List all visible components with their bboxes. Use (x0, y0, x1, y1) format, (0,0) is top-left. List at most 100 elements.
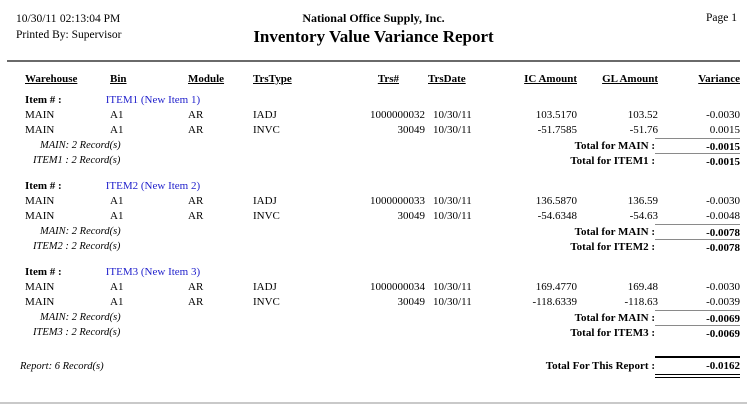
report-header: 10/30/11 02:13:04 PM Printed By: Supervi… (0, 0, 747, 60)
col-header-trs-number: Trs# (377, 73, 399, 85)
cell-warehouse: MAIN (25, 281, 55, 293)
cell-bin: A1 (110, 210, 124, 222)
report-record-count: Report: 6 Record(s) (20, 361, 104, 372)
cell-ic-amount: -54.6348 (537, 210, 577, 222)
warehouse-total-value: -0.0015 (655, 138, 740, 154)
warehouse-total-row: MAIN: 2 Record(s) Total for MAIN : -0.00… (0, 224, 747, 239)
report-total-row: Report: 6 Record(s) Total For This Repor… (0, 356, 747, 378)
warehouse-total-label: Total for MAIN : (574, 312, 655, 324)
header-center-block: National Office Supply, Inc. Inventory V… (0, 11, 747, 47)
item-total-row: ITEM1 : 2 Record(s) Total for ITEM1 : -0… (0, 153, 747, 168)
cell-trsdate: 10/30/11 (433, 210, 472, 222)
item-group-header: Item # : ITEM2 (New Item 2) (0, 180, 747, 194)
cell-module: AR (188, 281, 204, 293)
cell-trstype: IADJ (253, 281, 277, 293)
cell-warehouse: MAIN (25, 124, 55, 136)
warehouse-total-label: Total for MAIN : (574, 140, 655, 152)
cell-trsdate: 10/30/11 (433, 195, 472, 207)
cell-trs-number: 30049 (397, 124, 426, 136)
printed-by-label: Printed By: (16, 29, 69, 41)
table-row: MAIN A1 AR IADJ 1000000032 10/30/11 103.… (0, 108, 747, 123)
cell-trstype: IADJ (253, 109, 277, 121)
table-row: MAIN A1 AR IADJ 1000000033 10/30/11 136.… (0, 194, 747, 209)
company-name: National Office Supply, Inc. (302, 11, 445, 25)
cell-bin: A1 (110, 124, 124, 136)
item-total-value: -0.0069 (655, 325, 740, 341)
item-record-count: ITEM3 : 2 Record(s) (33, 327, 121, 338)
cell-gl-amount: -54.63 (629, 210, 658, 222)
cell-gl-amount: 136.59 (627, 195, 658, 207)
cell-trs-number: 1000000034 (370, 281, 425, 293)
item-name: ITEM3 (New Item 3) (105, 266, 201, 278)
item-number-label: Item # : (25, 180, 62, 192)
cell-variance: -0.0030 (706, 195, 740, 207)
item-total-row: ITEM3 : 2 Record(s) Total for ITEM3 : -0… (0, 325, 747, 340)
cell-warehouse: MAIN (25, 210, 55, 222)
item-total-label: Total for ITEM2 : (570, 241, 655, 253)
table-row: MAIN A1 AR IADJ 1000000034 10/30/11 169.… (0, 280, 747, 295)
cell-trs-number: 1000000032 (370, 109, 425, 121)
cell-gl-amount: 169.48 (627, 281, 658, 293)
cell-trstype: IADJ (253, 195, 277, 207)
cell-trsdate: 10/30/11 (433, 296, 472, 308)
warehouse-total-value: -0.0069 (655, 310, 740, 326)
cell-warehouse: MAIN (25, 296, 55, 308)
print-date: 10/30/11 (16, 13, 57, 25)
cell-trstype: INVC (253, 296, 280, 308)
print-datetime: 10/30/11 02:13:04 PM (16, 12, 121, 26)
cell-gl-amount: -51.76 (629, 124, 658, 136)
item-name: ITEM1 (New Item 1) (105, 94, 201, 106)
cell-module: AR (188, 296, 204, 308)
cell-ic-amount: -118.6339 (532, 296, 577, 308)
cell-variance: -0.0039 (706, 296, 740, 308)
cell-warehouse: MAIN (25, 109, 55, 121)
item-total-row: ITEM2 : 2 Record(s) Total for ITEM2 : -0… (0, 239, 747, 254)
cell-trs-number: 30049 (397, 296, 426, 308)
cell-ic-amount: -51.7585 (537, 124, 577, 136)
cell-bin: A1 (110, 296, 124, 308)
warehouse-total-label: Total for MAIN : (574, 226, 655, 238)
col-header-gl-amount: GL Amount (602, 73, 658, 85)
warehouse-record-count: MAIN: 2 Record(s) (40, 226, 121, 237)
table-row: MAIN A1 AR INVC 30049 10/30/11 -51.7585 … (0, 123, 747, 138)
col-header-variance: Variance (698, 73, 740, 85)
cell-gl-amount: 103.52 (627, 109, 658, 121)
cell-module: AR (188, 124, 204, 136)
report-title: Inventory Value Variance Report (253, 27, 494, 46)
cell-trsdate: 10/30/11 (433, 109, 472, 121)
item-total-label: Total for ITEM3 : (570, 327, 655, 339)
cell-variance: -0.0030 (706, 109, 740, 121)
cell-variance: 0.0015 (709, 124, 740, 136)
warehouse-record-count: MAIN: 2 Record(s) (40, 312, 121, 323)
cell-bin: A1 (110, 281, 124, 293)
cell-variance: -0.0048 (706, 210, 740, 222)
cell-module: AR (188, 109, 204, 121)
warehouse-record-count: MAIN: 2 Record(s) (40, 140, 121, 151)
printed-by: Printed By: Supervisor (16, 28, 121, 42)
report-total-value: -0.0162 (655, 356, 740, 378)
cell-warehouse: MAIN (25, 195, 55, 207)
page-number: Page 1 (706, 12, 737, 24)
table-row: MAIN A1 AR INVC 30049 10/30/11 -54.6348 … (0, 209, 747, 224)
warehouse-total-row: MAIN: 2 Record(s) Total for MAIN : -0.00… (0, 310, 747, 325)
item-number-label: Item # : (25, 266, 62, 278)
cell-trs-number: 1000000033 (370, 195, 425, 207)
cell-bin: A1 (110, 195, 124, 207)
print-time: 02:13:04 PM (59, 13, 121, 25)
item-total-label: Total for ITEM1 : (570, 155, 655, 167)
warehouse-total-row: MAIN: 2 Record(s) Total for MAIN : -0.00… (0, 138, 747, 153)
item-total-value: -0.0015 (655, 153, 740, 169)
col-header-warehouse: Warehouse (25, 73, 78, 85)
cell-gl-amount: -118.63 (624, 296, 658, 308)
cell-bin: A1 (110, 109, 124, 121)
header-divider (7, 60, 740, 62)
item-record-count: ITEM1 : 2 Record(s) (33, 155, 121, 166)
cell-variance: -0.0030 (706, 281, 740, 293)
page-bottom-edge (0, 402, 747, 404)
cell-trstype: INVC (253, 210, 280, 222)
printed-by-value: Supervisor (71, 29, 122, 41)
col-header-trsdate: TrsDate (428, 73, 466, 85)
table-row: MAIN A1 AR INVC 30049 10/30/11 -118.6339… (0, 295, 747, 310)
item-group-header: Item # : ITEM1 (New Item 1) (0, 94, 747, 108)
